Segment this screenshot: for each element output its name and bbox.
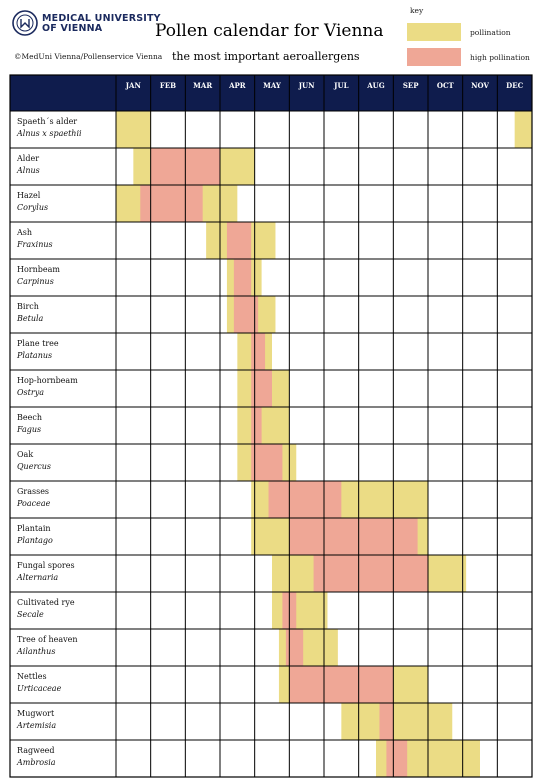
species-name-grasses: Grasses — [17, 487, 49, 496]
month-label-apr: APR — [228, 81, 246, 90]
species-latin-hop-hornbeam: Ostrya — [17, 388, 44, 397]
species-name-mugwort: Mugwort — [17, 709, 55, 718]
month-label-dec: DEC — [506, 81, 523, 90]
species-name-alder: Alder — [16, 154, 39, 163]
page-title: Pollen calendar for Vienna — [155, 21, 384, 41]
species-name-tree-of-heaven: Tree of heaven — [17, 635, 78, 644]
species-latin-hazel: Corylus — [17, 203, 48, 212]
high-pollination-bar-hazel — [140, 185, 203, 222]
species-name-birch: Birch — [17, 302, 39, 311]
month-label-jan: JAN — [125, 81, 142, 90]
species-name-oak: Oak — [17, 450, 33, 459]
species-latin-beech: Fagus — [16, 425, 41, 434]
pollination-bar-mugwort — [341, 703, 453, 740]
species-name-nettles: Nettles — [17, 672, 47, 681]
high-pollination-bar-plane-tree — [251, 333, 266, 370]
species-latin-nettles: Urticaceae — [17, 684, 62, 693]
table-border — [9, 74, 533, 778]
university-seal-icon — [12, 10, 38, 36]
species-name-hornbeam: Hornbeam — [17, 265, 60, 274]
high-pollination-bar-hornbeam — [233, 259, 252, 296]
species-latin-fungal-spores: Alternaria — [16, 573, 58, 582]
copyright-text: ©MedUni Vienna/Pollenservice Vienna — [14, 52, 163, 61]
pollination-bar-spaeth-s-alder — [116, 111, 151, 148]
month-label-oct: OCT — [437, 81, 455, 90]
high-pollination-bar-tree-of-heaven — [285, 629, 304, 666]
species-name-fungal-spores: Fungal spores — [17, 561, 75, 570]
high-pollination-bar-ash — [226, 222, 252, 259]
species-name-ash: Ash — [16, 228, 32, 237]
month-label-sep: SEP — [403, 81, 419, 90]
pollination-bar-spaeth-s-alder-2 — [514, 111, 532, 148]
month-label-may: MAY — [263, 81, 282, 90]
month-label-jul: JUL — [333, 81, 348, 90]
high-pollination-bar-oak — [251, 444, 283, 481]
key-text-high-pollination: high pollination — [470, 53, 530, 62]
high-pollination-bar-mugwort — [379, 703, 394, 740]
species-latin-mugwort: Artemisia — [16, 721, 56, 730]
species-latin-cultivated-rye: Secale — [17, 610, 44, 619]
species-name-spaeth-s-alder: Spaeth´s alder — [17, 117, 77, 126]
logo-text-line2: OF VIENNA — [42, 23, 103, 34]
month-label-aug: AUG — [366, 81, 385, 90]
species-name-hop-hornbeam: Hop-hornbeam — [17, 376, 78, 385]
key-swatch-high-pollination — [407, 48, 461, 66]
species-name-ragweed: Ragweed — [17, 746, 55, 755]
month-header-bar — [10, 75, 532, 111]
species-latin-plane-tree: Platanus — [16, 351, 52, 360]
university-logo: MEDICAL UNIVERSITY OF VIENNA — [12, 10, 162, 44]
species-name-plane-tree: Plane tree — [17, 339, 59, 348]
species-latin-hornbeam: Carpinus — [17, 277, 54, 286]
high-pollination-bar-hop-hornbeam — [251, 370, 272, 407]
page-subtitle: the most important aeroallergens — [172, 50, 360, 63]
species-latin-ragweed: Ambrosia — [16, 758, 56, 767]
month-label-feb: FEB — [160, 81, 176, 90]
pollination-bar-beech — [237, 407, 290, 444]
logo-text: MEDICAL UNIVERSITY OF VIENNA — [42, 14, 161, 34]
high-pollination-bar-grasses — [268, 481, 342, 518]
species-latin-birch: Betula — [16, 314, 44, 323]
month-label-nov: NOV — [471, 81, 489, 90]
species-latin-ash: Fraxinus — [16, 240, 53, 249]
key-swatch-pollination — [407, 23, 461, 41]
species-latin-plantain: Plantago — [16, 536, 53, 545]
high-pollination-bar-nettles — [289, 666, 394, 703]
high-pollination-bar-birch — [233, 296, 259, 333]
high-pollination-bar-fungal-spores — [313, 555, 428, 592]
species-name-beech: Beech — [17, 413, 42, 422]
species-name-plantain: Plantain — [17, 524, 51, 533]
pollination-bar-cultivated-rye — [272, 592, 328, 629]
key-label: key — [410, 6, 424, 15]
month-label-jun: JUN — [298, 81, 315, 90]
species-latin-grasses: Poaceae — [16, 499, 51, 508]
species-latin-oak: Quercus — [17, 462, 51, 471]
high-pollination-bar-plantain — [289, 518, 418, 555]
month-label-mar: MAR — [193, 81, 212, 90]
logo-text-line1: MEDICAL UNIVERSITY — [42, 13, 161, 24]
high-pollination-bar-beech — [251, 407, 262, 444]
key-text-pollination: pollination — [470, 28, 511, 37]
species-latin-spaeth-s-alder: Alnus x spaethii — [16, 129, 82, 138]
species-name-cultivated-rye: Cultivated rye — [17, 598, 75, 607]
species-latin-alder: Alnus — [16, 166, 40, 175]
species-name-hazel: Hazel — [17, 191, 41, 200]
species-latin-tree-of-heaven: Ailanthus — [16, 647, 55, 656]
high-pollination-bar-ragweed — [386, 740, 408, 777]
